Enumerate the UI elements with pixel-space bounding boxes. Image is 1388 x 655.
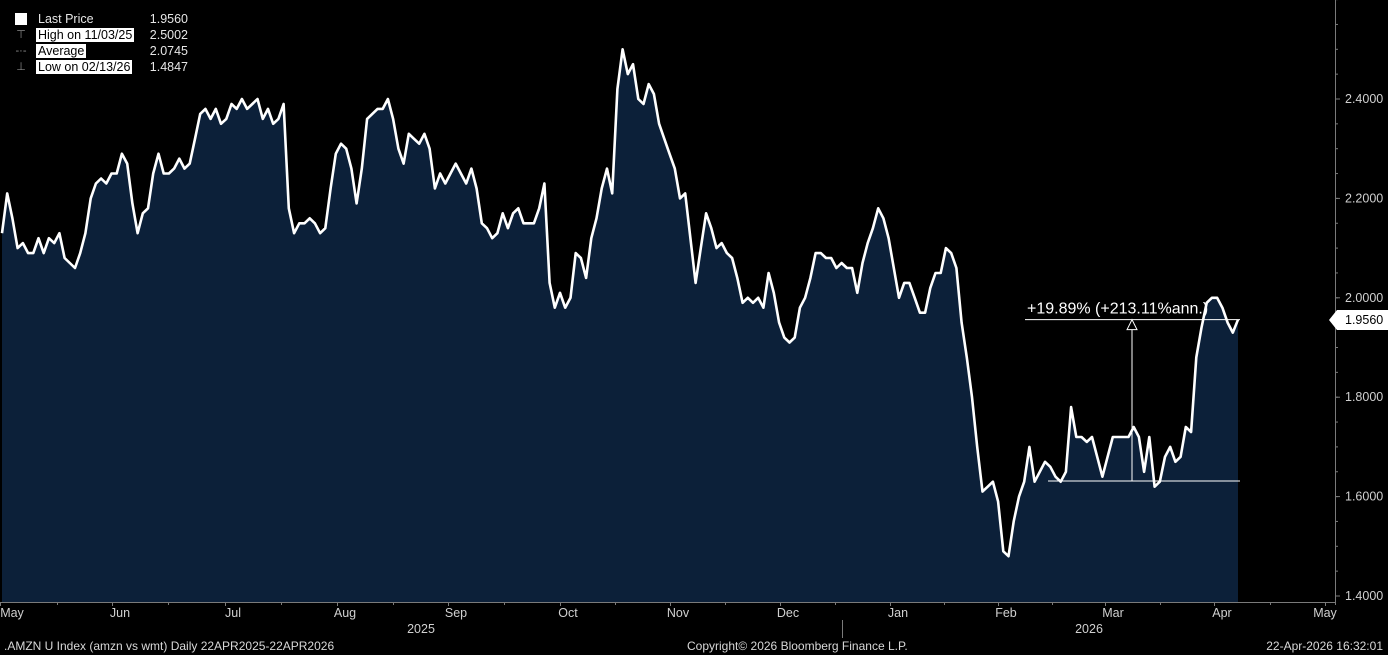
high-marker-icon: ⊤ (16, 29, 26, 41)
legend-low-value: 1.4847 (149, 60, 188, 74)
legend-average-value: 2.0745 (149, 44, 188, 58)
x-year-label-1: 2026 (1075, 622, 1103, 636)
x-tick-label-3: Aug (334, 606, 356, 620)
legend-row-high[interactable]: ⊤ High on 11/03/25 2.5002 (7, 27, 194, 43)
x-year-label-0: 2025 (407, 622, 435, 636)
legend-high-value: 2.5002 (149, 28, 188, 42)
legend-swatch-icon (9, 11, 33, 27)
legend-average-label: Average (36, 44, 87, 58)
y-ticks: 1.4000 1.6000 1.8000 2.0000 2.2000 2.4000 (1335, 0, 1383, 603)
x-tick-label-11: Apr (1212, 606, 1231, 620)
legend-last-label: Last Price (38, 12, 94, 26)
series-line-last-price (0, 48, 1240, 558)
y-tick-label-4: 2.2000 (1345, 191, 1383, 205)
y-tick-label-1: 1.6000 (1345, 490, 1383, 504)
legend-high-label: High on 11/03/25 (36, 28, 135, 42)
legend-last-value: 1.9560 (149, 12, 188, 26)
series-layer (0, 48, 1240, 558)
y-tick-label-0: 1.4000 (1345, 589, 1383, 603)
x-tick-label-8: Jan (888, 606, 908, 620)
annotation-layer: +19.89% (+213.11%ann.) (1025, 301, 1240, 482)
x-tick-label-10: Mar (1102, 606, 1124, 620)
legend-row-average[interactable]: -·- Average 2.0745 (7, 43, 194, 59)
y-tick-label-2: 1.8000 (1345, 390, 1383, 404)
x-tick-label-12: May (1313, 606, 1337, 620)
x-tick-label-2: Jul (225, 606, 241, 620)
average-line-icon: -·- (15, 45, 27, 57)
low-marker-icon: ⊥ (16, 61, 26, 73)
annotation-arrow-head (1126, 318, 1138, 331)
series-area-fill (2, 49, 1238, 603)
x-tick-label-0: May (0, 606, 24, 620)
annotation-label: +19.89% (+213.11%ann.) (1027, 301, 1208, 318)
x-tick-label-5: Oct (558, 606, 578, 620)
y-tick-label-5: 2.4000 (1345, 92, 1383, 106)
y-tick-label-3: 2.0000 (1345, 291, 1383, 305)
last-price-tag: 1.9560 (1328, 310, 1388, 330)
x-tick-label-9: Feb (995, 606, 1017, 620)
area-layer (2, 49, 1238, 603)
x-ticks: May Jun Jul Aug Sep Oct Nov Dec Jan Feb Mar Apr May 2… (0, 602, 1338, 636)
x-tick-label-6: Nov (667, 606, 690, 620)
footer-timestamp: 22-Apr-2026 16:32:01 (1266, 639, 1383, 653)
legend-row-last[interactable]: Last Price 1.9560 (7, 11, 194, 27)
axis-layer (0, 0, 1336, 638)
footer-ticker: .AMZN U Index (amzn vs wmt) Daily 22APR2… (4, 639, 335, 653)
legend-low-label: Low on 02/13/26 (36, 60, 133, 74)
x-tick-label-1: Jun (110, 606, 130, 620)
legend-row-low[interactable]: ⊥ Low on 02/13/26 1.4847 (7, 59, 194, 75)
legend: Last Price 1.9560 ⊤ High on 11/03/25 2.5… (7, 9, 194, 78)
footer-copyright: Copyright© 2026 Bloomberg Finance L.P. (687, 639, 908, 653)
x-tick-label-7: Dec (777, 606, 799, 620)
x-tick-label-4: Sep (445, 606, 467, 620)
